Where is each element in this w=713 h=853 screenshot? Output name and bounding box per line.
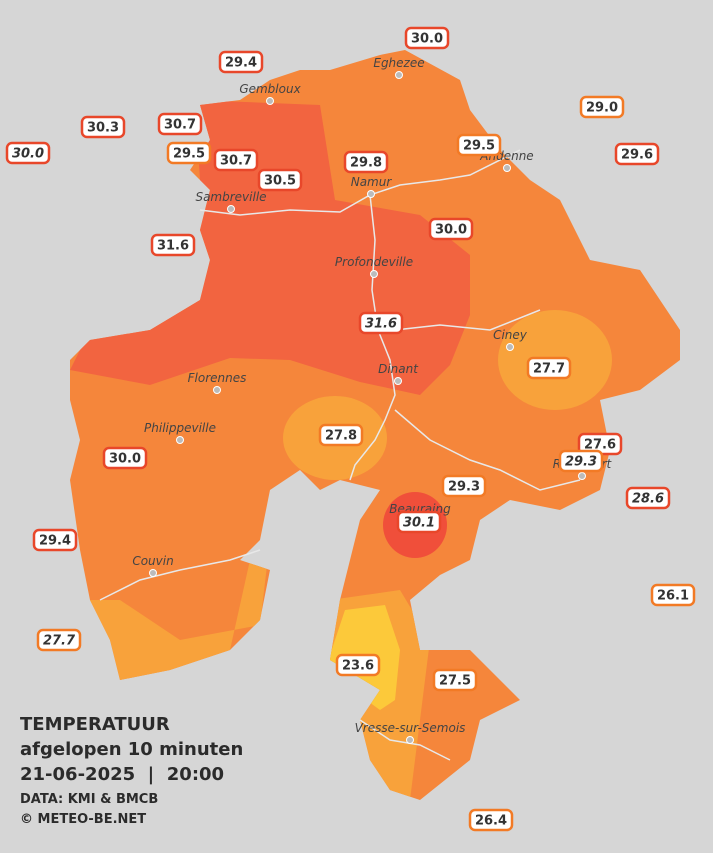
river — [359, 719, 451, 761]
station-badge — [218, 50, 264, 74]
station-badge — [441, 474, 487, 498]
station-value: 30.3 — [87, 121, 119, 136]
station-badge — [579, 95, 625, 119]
town-label: Namur — [351, 175, 393, 189]
town-label: Philippeville — [144, 421, 216, 435]
town-label: Dinant — [378, 362, 419, 376]
station-badge — [404, 26, 450, 50]
station-badge — [102, 446, 148, 470]
station-badge — [335, 653, 381, 677]
station-value: 31.6 — [157, 239, 189, 254]
station-badge — [213, 148, 259, 172]
legend-copyright: © METEO-BE.NET — [20, 812, 146, 827]
town-dot — [367, 190, 375, 198]
river — [349, 194, 396, 481]
town-label: Florennes — [188, 371, 247, 385]
town-label: Vresse-sur-Semois — [355, 721, 466, 735]
legend-datetime: 21-06-2025 | 20:00 — [20, 764, 224, 785]
town-dot — [149, 569, 157, 577]
town-label: Profondeville — [335, 255, 413, 269]
station-value: 27.8 — [325, 429, 357, 444]
town-dot — [394, 377, 402, 385]
station-value: 30.0 — [109, 452, 141, 467]
station-badge — [428, 217, 474, 241]
town-dot — [506, 343, 514, 351]
station-badge — [257, 168, 303, 192]
station-badge — [157, 112, 203, 136]
station-value: 31.6 — [365, 317, 397, 332]
town-dot — [578, 472, 586, 480]
station-value: 30.5 — [264, 174, 296, 189]
town-dot — [227, 205, 235, 213]
station-badge — [396, 510, 442, 534]
station-value: 27.7 — [533, 362, 565, 377]
station-value: 29.5 — [463, 139, 495, 154]
town-label: Gembloux — [239, 82, 301, 96]
station-value: 30.7 — [164, 118, 196, 133]
town-dot — [213, 386, 221, 394]
station-value: 30.0 — [435, 223, 467, 238]
station-value: 23.6 — [342, 659, 374, 674]
legend-title: TEMPERATUUR — [20, 714, 170, 735]
station-badge — [32, 528, 78, 552]
station-value: 29.5 — [173, 147, 205, 162]
station-badge — [650, 583, 696, 607]
town-label: Sambreville — [195, 190, 266, 204]
town-dot — [395, 71, 403, 79]
town-dot — [406, 736, 414, 744]
station-badge — [468, 808, 514, 832]
river — [394, 409, 581, 491]
station-badge — [432, 668, 478, 692]
station-badge — [358, 311, 404, 335]
station-badge — [526, 356, 572, 380]
station-value: 30.7 — [220, 154, 252, 169]
station-value: 29.3 — [565, 455, 597, 470]
station-badge — [625, 486, 671, 510]
station-value: 29.3 — [448, 480, 480, 495]
station-badge — [5, 141, 51, 165]
town-dot — [266, 97, 274, 105]
station-badge — [318, 423, 364, 447]
station-value: 29.8 — [350, 156, 382, 171]
station-value: 28.6 — [632, 492, 664, 507]
river — [99, 549, 261, 601]
stations: 30.0 29.4 29.0 30.3 30.7 30.0 29.5 30.7 30.5 29.8… — [5, 26, 696, 832]
town-dot — [370, 270, 378, 278]
town-label: Eghezee — [373, 56, 424, 70]
station-badge — [36, 628, 82, 652]
town-label: Couvin — [132, 554, 173, 568]
station-badge — [456, 133, 502, 157]
station-value: 26.1 — [657, 589, 689, 604]
station-value: 27.5 — [439, 674, 471, 689]
station-value: 27.6 — [584, 438, 616, 453]
station-value: 26.4 — [475, 814, 507, 829]
station-value: 30.0 — [411, 32, 443, 47]
station-value: 30.0 — [12, 147, 44, 162]
town-dot — [503, 164, 511, 172]
town-dot — [176, 436, 184, 444]
station-badge — [558, 449, 604, 473]
station-value: 29.0 — [586, 101, 618, 116]
station-badge — [166, 141, 212, 165]
station-value: 29.4 — [225, 56, 257, 71]
station-badge — [343, 150, 389, 174]
station-value: 29.4 — [39, 534, 71, 549]
river — [394, 309, 541, 331]
station-value: 30.1 — [403, 516, 435, 531]
legend: TEMPERATUUR afgelopen 10 minuten 21-06-2… — [20, 714, 243, 827]
station-badge — [614, 142, 660, 166]
station-value: 29.6 — [621, 148, 653, 163]
station-value: 27.7 — [43, 634, 76, 649]
station-badge — [80, 115, 126, 139]
town-label: Ciney — [493, 328, 528, 342]
legend-period: afgelopen 10 minuten — [20, 739, 243, 760]
station-badge — [150, 233, 196, 257]
legend-source: DATA: KMI & BMCB — [20, 792, 158, 807]
